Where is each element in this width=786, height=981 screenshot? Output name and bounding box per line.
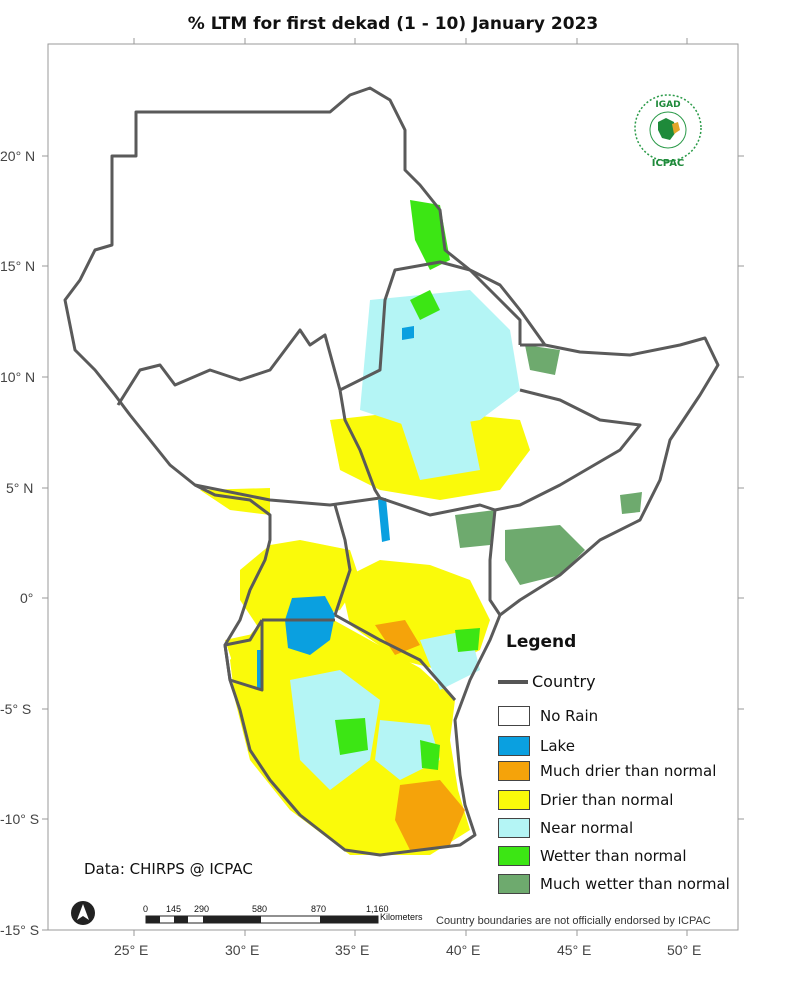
wetter-region (335, 718, 368, 755)
much-wetter-region (620, 492, 642, 514)
scale-label: 290 (194, 904, 210, 914)
scale-label: 0 (143, 904, 149, 914)
legend-item-label: Much wetter than normal (540, 875, 730, 893)
drier-region (225, 632, 262, 670)
lat-tick: 0° (20, 590, 33, 606)
lon-tick: 40° E (446, 942, 480, 958)
igad-icpac-logo: IGAD ICPAC (632, 92, 704, 174)
legend-country-label: Country (532, 672, 596, 691)
near-normal-region (290, 670, 380, 790)
legend-swatch (498, 874, 530, 894)
legend-country: Country (498, 672, 596, 691)
much-wetter-region (505, 525, 585, 585)
legend-swatch (498, 761, 530, 781)
country-line-swatch (498, 679, 528, 684)
scale-bar (145, 915, 379, 924)
much-wetter-region (525, 345, 560, 375)
logo-top-text: IGAD (655, 100, 681, 110)
wetter-region (420, 740, 440, 770)
legend-item: Much wetter than normal (498, 873, 730, 895)
scale-label: 1,160 (366, 904, 389, 914)
legend-swatch (498, 790, 530, 810)
legend-item-label: Near normal (540, 819, 634, 837)
lat-tick: -5° S (0, 701, 31, 717)
much-drier-region (395, 780, 465, 850)
map-title: % LTM for first dekad (1 - 10) January 2… (187, 14, 599, 34)
much-drier-region (375, 620, 420, 655)
data-source: Data: CHIRPS @ ICPAC (84, 860, 253, 878)
legend-item: Drier than normal (498, 789, 673, 811)
legend-item-label: Much drier than normal (540, 762, 717, 780)
legend-item: Near normal (498, 817, 633, 839)
lake-victoria (285, 596, 335, 655)
legend-item-label: Wetter than normal (540, 847, 687, 865)
much-wetter-region (455, 510, 495, 548)
scale-label: 145 (166, 904, 182, 914)
lon-tick: 35° E (335, 942, 369, 958)
wetter-region (455, 628, 480, 652)
legend-swatch (498, 818, 530, 838)
legend-item: Wetter than normal (498, 845, 687, 867)
wetter-region (410, 290, 440, 320)
disclaimer: Country boundaries are not officially en… (436, 915, 711, 927)
legend-item: Lake (498, 735, 575, 757)
lon-tick: 30° E (225, 942, 259, 958)
legend-swatch (498, 706, 530, 726)
legend-swatch (498, 736, 530, 756)
north-arrow-icon (71, 901, 95, 925)
logo-bottom-text: ICPAC (651, 158, 685, 169)
frame-ticks (42, 38, 744, 936)
legend-item-label: No Rain (540, 707, 599, 725)
lon-tick: 25° E (114, 942, 148, 958)
near-normal-region (400, 420, 480, 480)
scale-label: 580 (252, 904, 268, 914)
lat-tick: -10° S (0, 811, 39, 827)
legend-item: No Rain (498, 705, 598, 727)
lat-tick: 10° N (0, 369, 35, 385)
map-frame (47, 43, 739, 931)
lake-tana (402, 326, 414, 340)
lat-tick: -15° S (0, 922, 39, 938)
legend-swatch (498, 846, 530, 866)
legend-title: Legend (506, 632, 577, 652)
lake-turkana (378, 498, 390, 542)
legend-item-label: Drier than normal (540, 791, 674, 809)
near-normal-region (360, 290, 520, 430)
lon-tick: 50° E (667, 942, 701, 958)
scale-unit: Kilometers (380, 912, 423, 922)
rainfall-anomaly-layer (200, 200, 642, 855)
lat-tick: 5° N (6, 480, 33, 496)
scale-label: 870 (311, 904, 327, 914)
lat-tick: 20° N (0, 148, 35, 164)
legend-item-label: Lake (540, 737, 575, 755)
lat-tick: 15° N (0, 258, 35, 274)
lon-tick: 45° E (557, 942, 591, 958)
legend-item: Much drier than normal (498, 760, 716, 782)
country-boundaries (63, 86, 720, 857)
